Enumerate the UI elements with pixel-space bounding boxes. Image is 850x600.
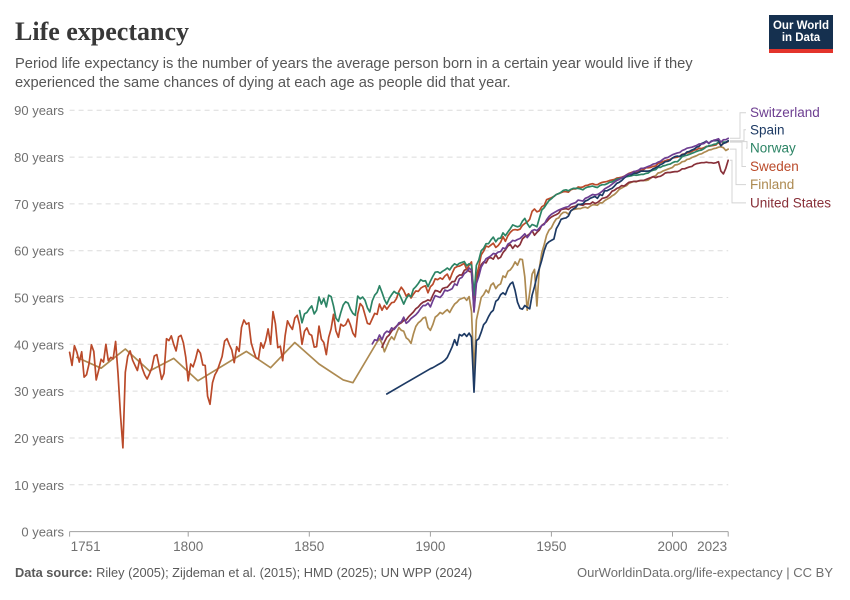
svg-text:50 years: 50 years — [14, 291, 64, 306]
svg-text:United States: United States — [750, 195, 831, 210]
svg-text:2000: 2000 — [657, 539, 687, 554]
svg-text:Finland: Finland — [750, 177, 794, 192]
svg-text:Sweden: Sweden — [750, 159, 799, 174]
svg-text:20 years: 20 years — [14, 431, 64, 446]
svg-text:90 years: 90 years — [14, 103, 64, 118]
svg-text:1950: 1950 — [536, 539, 566, 554]
svg-text:1800: 1800 — [173, 539, 203, 554]
svg-text:60 years: 60 years — [14, 244, 64, 259]
svg-text:0 years: 0 years — [21, 525, 64, 540]
svg-text:Norway: Norway — [750, 141, 796, 156]
svg-text:30 years: 30 years — [14, 384, 64, 399]
svg-text:Spain: Spain — [750, 122, 785, 137]
svg-text:1751: 1751 — [71, 539, 101, 554]
svg-text:10 years: 10 years — [14, 478, 64, 493]
svg-text:2023: 2023 — [697, 539, 727, 554]
svg-text:1900: 1900 — [415, 539, 445, 554]
svg-text:Switzerland: Switzerland — [750, 105, 820, 120]
svg-text:40 years: 40 years — [14, 337, 64, 352]
svg-text:80 years: 80 years — [14, 150, 64, 165]
svg-text:70 years: 70 years — [14, 197, 64, 212]
svg-text:1850: 1850 — [294, 539, 324, 554]
